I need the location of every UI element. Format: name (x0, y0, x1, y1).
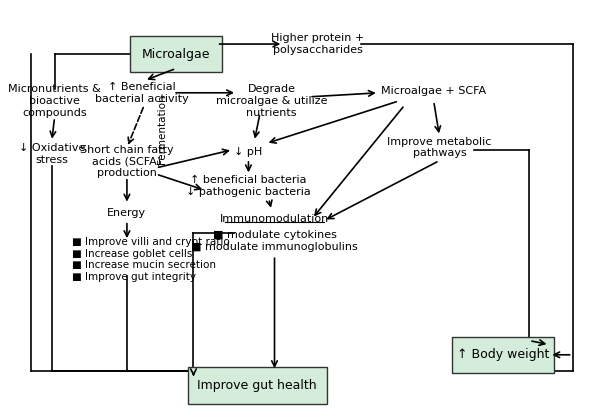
Text: ↑ Body weight: ↑ Body weight (457, 348, 550, 361)
Text: ■ Improve villi and crypt ratio
■ Increase goblet cells
■ Increase mucin secreti: ■ Improve villi and crypt ratio ■ Increa… (72, 237, 230, 282)
FancyBboxPatch shape (188, 367, 326, 404)
Text: Improve metabolic
pathways: Improve metabolic pathways (387, 137, 491, 158)
Text: ↓ Oxidative
stress: ↓ Oxidative stress (19, 143, 85, 164)
Text: Improve gut health: Improve gut health (197, 379, 317, 392)
Text: Degrade
microalgae & utilize
nutrients: Degrade microalgae & utilize nutrients (216, 84, 328, 117)
Text: Fermentation: Fermentation (157, 94, 167, 164)
Text: Higher protein +
polysaccharides: Higher protein + polysaccharides (271, 33, 365, 55)
Text: Microalgae: Microalgae (142, 48, 211, 61)
Text: ■ modulate immunoglobulins: ■ modulate immunoglobulins (191, 242, 358, 252)
Text: ■ modulate cytokines: ■ modulate cytokines (212, 230, 337, 240)
Text: Immunomodulation: Immunomodulation (220, 214, 329, 224)
Text: ↑ beneficial bacteria
↓ pathogenic bacteria: ↑ beneficial bacteria ↓ pathogenic bacte… (186, 175, 311, 197)
FancyBboxPatch shape (452, 337, 554, 373)
Text: Micronutrients &
bioactive
compounds: Micronutrients & bioactive compounds (8, 84, 101, 117)
Text: ↑ Beneficial
bacterial activity: ↑ Beneficial bacterial activity (95, 82, 188, 103)
FancyBboxPatch shape (130, 36, 223, 72)
Text: Short chain fatty
acids (SCFA)
production: Short chain fatty acids (SCFA) productio… (80, 145, 174, 178)
Text: ↓ pH: ↓ pH (235, 147, 263, 157)
Text: Energy: Energy (107, 208, 146, 218)
Text: Microalgae + SCFA: Microalgae + SCFA (381, 86, 486, 96)
